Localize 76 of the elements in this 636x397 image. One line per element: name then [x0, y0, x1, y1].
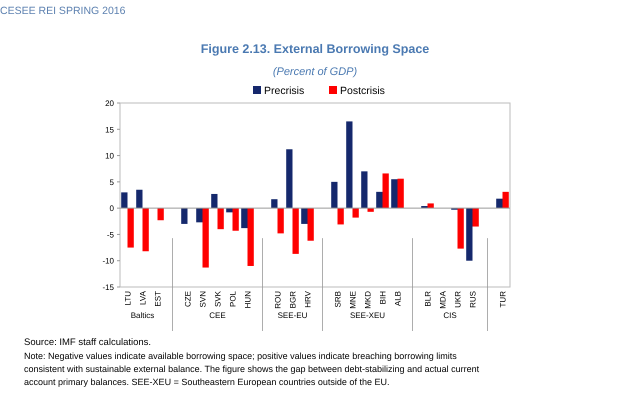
legend-label: Postcrisis	[340, 85, 385, 97]
bar	[308, 208, 314, 241]
bar	[368, 208, 374, 212]
bar	[196, 208, 202, 222]
legend-label: Precrisis	[264, 85, 304, 97]
x-tick-label: HUN	[244, 290, 252, 308]
source-note: Source: IMF staff calculations.	[24, 337, 152, 348]
bar	[218, 208, 224, 230]
x-tick-label: BLR	[424, 290, 432, 307]
x-tick-label: ROU	[274, 290, 282, 309]
text: Note: Negative values indicate available borrowing space; positive values indicate breaching borrowing limits consistent with sustainable external balance. The figure shows the gap between debt-stabilizing and actual current account primary balances. SEE-XEU = Southeastern European countries outside of the EU.	[24, 351, 480, 387]
x-tick-label: LVA	[138, 290, 148, 305]
x-tick-label: SVN	[198, 290, 208, 308]
bar	[232, 208, 239, 231]
bar	[376, 192, 382, 208]
x-tick-label: MDA	[438, 290, 448, 309]
bar	[226, 208, 232, 212]
text: CEE	[209, 311, 226, 320]
x-tick-label: ALB	[394, 291, 402, 306]
bar	[361, 171, 368, 208]
x-tick-label: UKR	[454, 290, 462, 308]
bar	[128, 208, 134, 248]
x-tick-label: EST	[154, 290, 162, 307]
x-tick-label: LTU	[124, 290, 132, 306]
bar	[241, 208, 248, 228]
bar	[136, 190, 142, 208]
x-tick-label: MKD	[364, 290, 372, 309]
x-tick-label: SRB	[334, 291, 342, 308]
bar	[181, 208, 188, 224]
bar	[346, 121, 352, 208]
text: Baltics	[130, 311, 154, 320]
x-tick-label: MNE	[348, 291, 358, 309]
text: CIS	[443, 311, 457, 320]
chart-subtitle: (Percent of GDP)	[272, 66, 358, 78]
y-tick-label: 20	[105, 99, 115, 108]
y-tick-label: 5	[110, 178, 115, 187]
bar	[271, 199, 278, 208]
bar	[142, 208, 149, 252]
text: SEE-XEU	[350, 311, 386, 320]
x-tick-label: SVK	[214, 290, 222, 308]
bar	[286, 149, 292, 208]
bar	[338, 208, 344, 224]
bar	[292, 208, 299, 254]
x-tick-label: BGR	[288, 290, 298, 308]
bar	[352, 208, 359, 218]
bar	[121, 192, 128, 208]
x-tick-label: TUR	[498, 290, 508, 308]
x-tick-label: HRV	[304, 290, 312, 308]
bar	[391, 179, 398, 208]
bar	[248, 208, 254, 266]
y-tick-label: 0	[110, 204, 115, 214]
y-tick-label: -10	[102, 256, 115, 266]
bar	[458, 208, 464, 249]
x-tick-label: BIH	[378, 290, 388, 304]
bar	[202, 208, 209, 268]
x-tick-label: RUS	[468, 291, 478, 308]
bar	[301, 208, 308, 224]
text: SEE-EU	[278, 311, 308, 320]
bar	[278, 208, 284, 234]
x-tick-label: CZE	[184, 291, 192, 307]
bar	[466, 208, 472, 261]
chart-title: Figure 2.13. External Borrowing Space	[200, 42, 430, 56]
y-tick-label: -5	[106, 230, 115, 240]
y-tick-label: 15	[105, 125, 115, 134]
y-tick-label: 10	[105, 152, 115, 161]
bar	[211, 194, 218, 208]
bar	[398, 178, 404, 208]
bar	[496, 198, 502, 208]
bar	[158, 208, 164, 220]
x-tick-label: POL	[228, 290, 238, 308]
bar	[331, 182, 338, 208]
y-tick-label: -15	[102, 283, 115, 292]
bar	[382, 173, 389, 208]
bar	[472, 208, 479, 227]
text: CESEE REI SPRING 2016	[0, 5, 126, 17]
bar	[502, 192, 509, 208]
